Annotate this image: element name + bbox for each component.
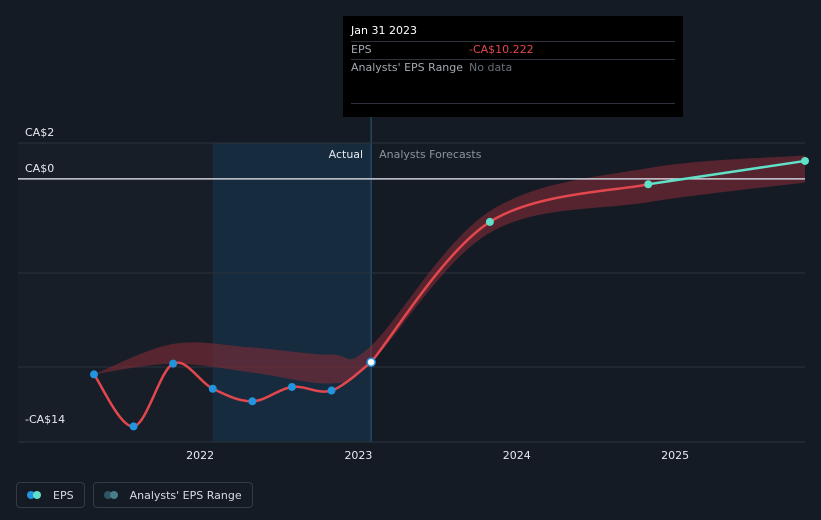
eps-legend-icon [27,490,47,500]
x-axis-ticks: 2022 2023 2024 2025 [186,449,689,462]
y-axis-ticks: CA$2 CA$0 -CA$14 [25,126,65,426]
actual-region-shade [212,143,372,442]
x-tick-label: 2024 [503,449,531,462]
legend-range-toggle[interactable]: Analysts' EPS Range [92,482,253,508]
y-tick-label: -CA$14 [25,413,65,426]
eps-point [208,384,217,393]
y-tick-label: CA$2 [25,126,54,139]
forecast-point [485,217,494,226]
eps-point [287,382,296,391]
legend-range-label: Analysts' EPS Range [129,488,242,502]
y-gridlines [18,142,805,443]
legend-eps-label: EPS [53,488,74,502]
y-tick-label: CA$0 [25,162,54,175]
eps-point [90,370,99,379]
x-tick-label: 2022 [186,449,214,462]
eps-point [327,386,336,395]
past-region-shade [18,143,213,442]
eps-point [248,397,257,406]
eps-point [366,357,376,367]
eps-point [129,422,138,431]
tooltip-range-value: No data [469,61,513,74]
tooltip-eps-row: EPS -CA$10.222 [351,41,675,59]
forecast-label: Analysts Forecasts [379,148,482,161]
legend-eps-toggle[interactable]: EPS [16,482,85,508]
range-legend-icon [103,490,124,500]
tooltip-range-row: Analysts' EPS Range No data [351,59,675,77]
forecast-point [801,156,809,165]
eps-data-points [90,156,809,431]
x-tick-label: 2023 [344,449,372,462]
legend: EPS Analysts' EPS Range [16,482,253,508]
actual-label: Actual [329,148,363,161]
tooltip-divider [351,103,675,104]
forecast-point [644,180,653,189]
x-tick-label: 2025 [661,449,689,462]
tooltip-eps-value: -CA$10.222 [469,43,534,56]
eps-forecast-line-positive [648,159,806,186]
tooltip-range-label: Analysts' EPS Range [351,61,464,74]
eps-point [169,359,178,368]
tooltip-date: Jan 31 2023 [351,24,417,37]
tooltip-eps-label: EPS [351,43,372,56]
tooltip: Jan 31 2023 EPS -CA$10.222 Analysts' EPS… [343,16,683,117]
